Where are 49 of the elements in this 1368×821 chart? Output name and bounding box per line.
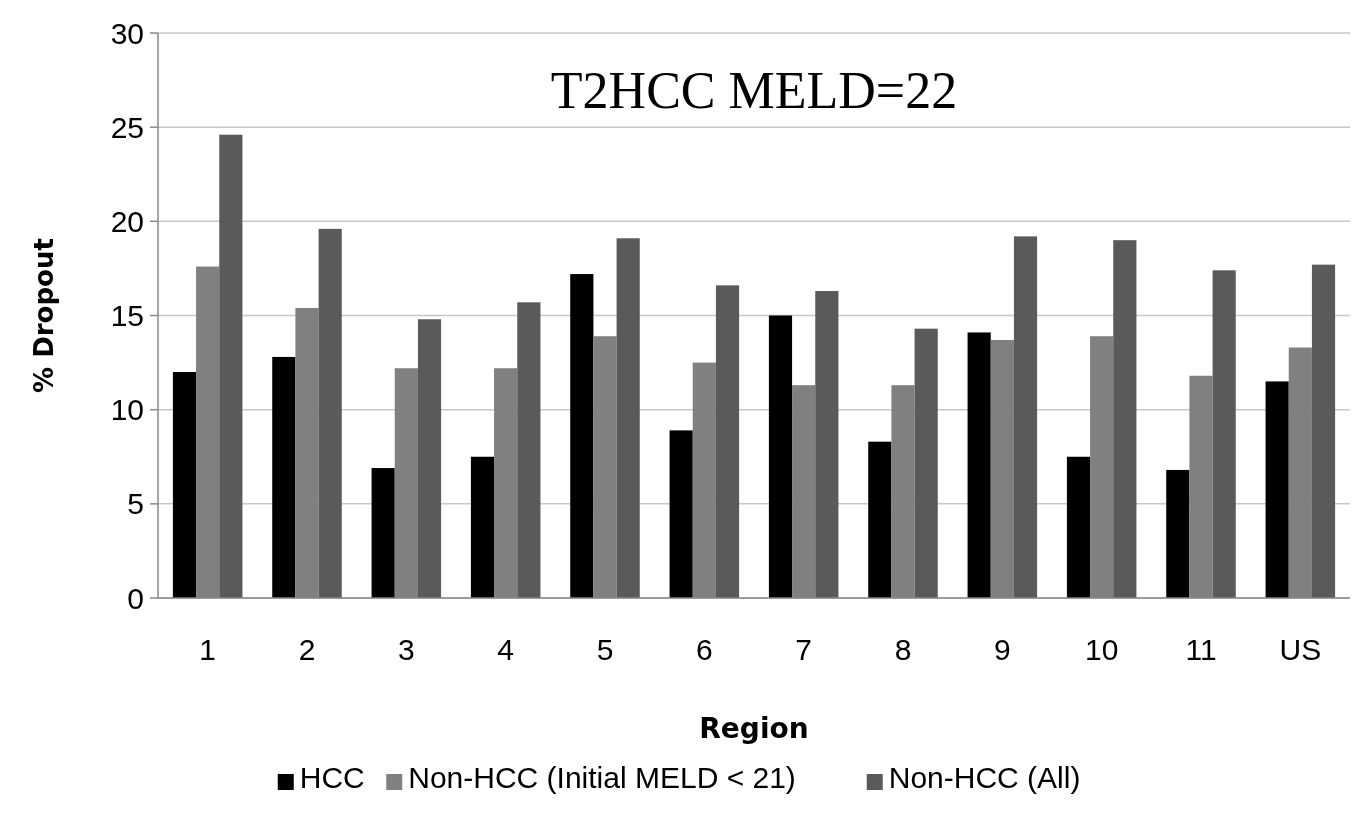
bar: [570, 274, 594, 598]
bar: [1113, 240, 1137, 598]
x-tick-label: 2: [298, 633, 316, 666]
bar: [1066, 456, 1091, 598]
y-tick-label: 5: [127, 487, 144, 521]
legend-label: Non-HCC (Initial MELD < 21): [408, 761, 796, 794]
x-tick-label: 10: [1084, 633, 1119, 666]
bar: [417, 319, 442, 598]
x-axis-title: Region: [699, 712, 809, 745]
bar: [219, 134, 243, 598]
bar: [470, 456, 495, 598]
bar: [1013, 236, 1038, 598]
y-tick-label: 20: [110, 204, 144, 238]
y-axis-title: % Dropout: [29, 238, 59, 393]
bar: [172, 372, 197, 598]
bar: [815, 291, 839, 598]
x-tick-label: 1: [199, 633, 217, 666]
y-tick-label: 10: [110, 393, 144, 427]
bar: [669, 430, 693, 598]
bar: [715, 285, 740, 598]
x-tick-label: 4: [497, 633, 515, 666]
x-tick-label: 9: [993, 633, 1011, 666]
bar: [1212, 270, 1236, 598]
x-tick-label: 8: [894, 633, 912, 666]
bar: [1311, 264, 1336, 598]
bar: [1166, 469, 1190, 598]
legend-label: Non-HCC (All): [888, 761, 1081, 794]
bar: [272, 356, 296, 598]
text: T2HCC MELD=22: [550, 62, 958, 119]
bar: [616, 238, 640, 598]
bar: [517, 302, 541, 598]
y-tick-label: 30: [110, 16, 144, 50]
y-tick-label: 0: [127, 581, 144, 615]
y-tick-label: 25: [110, 110, 144, 144]
bar: [768, 315, 793, 598]
x-tick-label: 3: [397, 633, 415, 666]
bar: [967, 332, 991, 598]
x-tick-label: 6: [695, 633, 713, 666]
legend-label: HCC: [299, 761, 365, 794]
bar: [1265, 381, 1289, 598]
y-tick-label: 15: [110, 299, 144, 332]
bar: [868, 441, 892, 598]
x-tick-label: 11: [1185, 633, 1217, 666]
bar: [318, 228, 342, 598]
x-tick-label: US: [1279, 633, 1322, 666]
x-tick-label: 5: [596, 633, 614, 666]
bar: [914, 328, 938, 598]
bar: [371, 468, 395, 598]
x-tick-label: 7: [795, 633, 813, 666]
